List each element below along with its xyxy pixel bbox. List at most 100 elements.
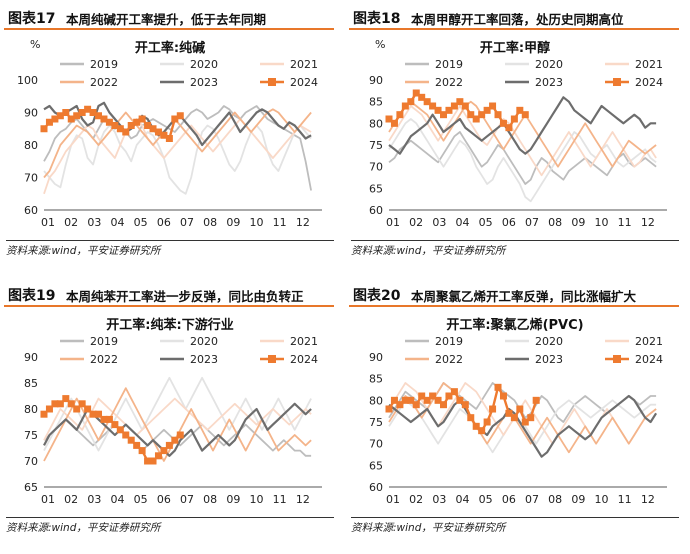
- y-tick-label: 75: [369, 416, 383, 429]
- x-tick-label: 07: [525, 216, 539, 229]
- panel-header: 图表19 本周纯苯开工率进一步反弹，同比由负转正: [4, 279, 334, 307]
- data-point-2024: [78, 109, 86, 116]
- figure-caption: 本周甲醇开工率回落，处历史同期高位: [411, 12, 624, 27]
- data-point-2024: [100, 415, 108, 423]
- legend-label: 2021: [290, 335, 318, 348]
- data-point-2024: [390, 119, 398, 127]
- data-point-2024: [434, 106, 442, 114]
- data-point-2024: [510, 115, 518, 123]
- data-point-2024: [494, 111, 502, 119]
- data-point-2024: [429, 392, 437, 400]
- x-tick-label: 02: [409, 216, 423, 229]
- chart-title: 开工率:纯苯:下游行业: [106, 317, 233, 333]
- data-point-2024: [527, 414, 535, 422]
- data-point-2024: [116, 426, 124, 434]
- data-point-2024: [472, 422, 480, 430]
- data-point-2024: [45, 118, 53, 126]
- data-point-2024: [423, 396, 431, 404]
- x-tick-label: 10: [250, 216, 264, 229]
- data-point-2024: [499, 119, 507, 127]
- y-tick-label: 75: [24, 429, 38, 442]
- y-tick-label: 85: [369, 373, 383, 386]
- data-point-2024: [160, 131, 168, 139]
- x-tick-label: 04: [111, 493, 125, 506]
- data-point-2024: [456, 98, 464, 106]
- chart-svg: 开工率:纯苯:下游行业 2019 2020 2021 2022 2023 2024 65 70 7…: [24, 317, 322, 506]
- data-point-2024: [401, 102, 409, 110]
- data-point-2024: [505, 409, 513, 417]
- figure-caption: 本周聚氯乙烯开工率反弹，同比涨幅扩大: [411, 289, 637, 304]
- legend-label: 2020: [535, 58, 563, 71]
- x-tick-label: 07: [180, 493, 194, 506]
- y-tick-label: 80: [369, 117, 383, 130]
- y-tick-label: 100: [17, 74, 38, 87]
- panel-fig20: 图表20 本周聚氯乙烯开工率反弹，同比涨幅扩大 开工率:聚氯乙烯(PVC) 201…: [345, 277, 685, 554]
- chart-title: 开工率:甲醇: [480, 40, 550, 56]
- series-line-2020: [388, 118, 657, 203]
- legend-marker: [613, 355, 621, 363]
- y-tick-label: 70: [24, 172, 38, 185]
- x-tick-label: 10: [595, 216, 609, 229]
- data-point-2024: [176, 431, 184, 439]
- series-line-2024: [387, 386, 538, 432]
- x-tick-label: 09: [571, 493, 585, 506]
- y-tick-label: 80: [24, 139, 38, 152]
- panel-header: 图表17 本周纯碱开工率提升，低于去年同期: [4, 2, 334, 30]
- x-tick-label: 11: [618, 216, 632, 229]
- data-point-2024: [505, 124, 513, 132]
- legend-label: 2023: [190, 76, 218, 89]
- data-point-2024: [56, 112, 64, 120]
- y-tick-label: 90: [24, 107, 38, 120]
- x-tick-label: 09: [226, 493, 240, 506]
- x-tick-label: 11: [273, 216, 287, 229]
- data-point-2024: [483, 106, 491, 114]
- chart-title: 开工率:纯碱: [135, 40, 205, 56]
- legend-marker: [268, 355, 276, 363]
- data-point-2024: [494, 383, 502, 391]
- x-tick-label: 12: [296, 493, 310, 506]
- data-point-2024: [89, 109, 97, 116]
- legend-label: 2024: [290, 353, 318, 366]
- legend-marker: [268, 78, 276, 86]
- source-note: 资料来源:wind，平安证券研究所: [351, 240, 679, 261]
- data-point-2024: [73, 112, 81, 120]
- x-tick-label: 05: [134, 216, 148, 229]
- source-note: 资料来源:wind，平安证券研究所: [6, 240, 334, 261]
- data-point-2024: [516, 405, 524, 413]
- x-tick-label: 05: [479, 493, 493, 506]
- x-tick-label: 03: [432, 493, 446, 506]
- data-point-2024: [40, 410, 48, 418]
- x-tick-label: 01: [41, 493, 55, 506]
- x-tick-label: 06: [157, 493, 171, 506]
- x-tick-label: 02: [64, 216, 78, 229]
- y-tick-label: 60: [369, 481, 383, 494]
- data-point-2024: [483, 418, 491, 426]
- x-tick-label: 04: [111, 216, 125, 229]
- panel-fig18: 图表18 本周甲醇开工率回落，处历史同期高位 开工率:甲醇% 2019 2020 20…: [345, 0, 685, 277]
- data-point-2024: [73, 405, 81, 413]
- panel-fig19: 图表19 本周纯苯开工率进一步反弹，同比由负转正 开工率:纯苯:下游行业 2019…: [0, 277, 340, 554]
- legend-label: 2020: [190, 335, 218, 348]
- data-point-2024: [412, 89, 420, 97]
- data-point-2024: [489, 405, 497, 413]
- x-tick-label: 05: [479, 216, 493, 229]
- data-point-2024: [95, 410, 103, 418]
- data-point-2024: [418, 392, 426, 400]
- series-line-2020: [43, 124, 312, 195]
- figure-label: 图表20: [353, 288, 401, 304]
- chart-svg: 开工率:纯碱% 2019 2020 2021 2022 2023 2024 60 70 80 90 1…: [17, 38, 322, 229]
- x-tick-label: 02: [64, 493, 78, 506]
- x-tick-label: 03: [87, 493, 101, 506]
- legend-marker: [613, 78, 621, 86]
- data-point-2024: [78, 400, 86, 408]
- figure-label: 图表17: [8, 11, 56, 27]
- data-point-2024: [84, 405, 92, 413]
- data-point-2024: [84, 105, 92, 113]
- data-point-2024: [429, 102, 437, 110]
- panel-fig17: 图表17 本周纯碱开工率提升，低于去年同期 开工率:纯碱% 2019 2020 202…: [0, 0, 340, 277]
- data-point-2024: [510, 414, 518, 422]
- data-point-2024: [154, 128, 162, 136]
- data-point-2024: [385, 405, 393, 413]
- data-point-2024: [390, 396, 398, 404]
- x-tick-label: 09: [226, 216, 240, 229]
